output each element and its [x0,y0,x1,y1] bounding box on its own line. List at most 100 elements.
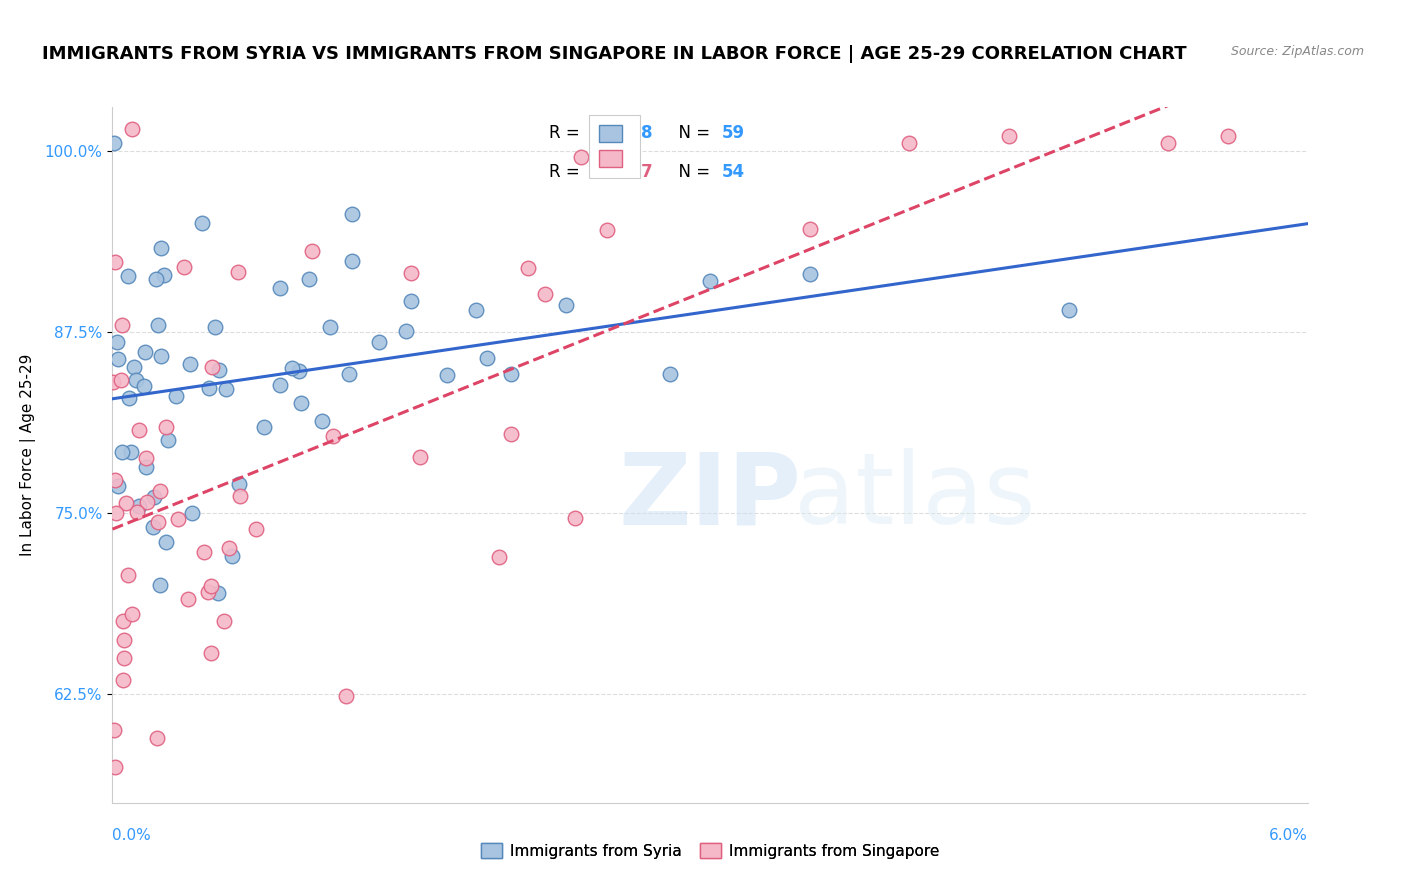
Point [998,128,1021,143]
Point [107,479,129,493]
Point [337,368,360,382]
Text: ZIP: ZIP [619,448,801,545]
Point [103,473,125,487]
Point [149,241,172,255]
Point [136,495,159,509]
Point [122,360,145,375]
Point [134,379,156,393]
Point [117,567,139,582]
Point [409,450,432,464]
Point [401,294,423,309]
Text: Source: ZipAtlas.com: Source: ZipAtlas.com [1230,45,1364,58]
Point [212,614,235,628]
Text: R =: R = [548,124,585,143]
Point [488,549,510,564]
Point [110,373,132,387]
Point [228,476,250,491]
Point [121,607,143,622]
Point [1216,128,1239,143]
Point [335,689,357,703]
Point [146,318,169,332]
Point [173,260,195,275]
Point [155,535,177,549]
Point [128,499,150,513]
Text: IMMIGRANTS FROM SYRIA VS IMMIGRANTS FROM SINGAPORE IN LABOR FORCE | AGE 25-29 CO: IMMIGRANTS FROM SYRIA VS IMMIGRANTS FROM… [42,45,1187,62]
Point [112,614,135,628]
Point [208,363,231,377]
Point [253,419,276,434]
Point [319,319,342,334]
Point [699,274,721,288]
Point [156,434,179,448]
Point [215,382,238,396]
Point [290,396,312,410]
Point [281,361,304,376]
Point [143,490,166,504]
Point [125,505,148,519]
Point [105,506,128,520]
Point [111,318,134,332]
Point [117,269,139,284]
Point [103,723,125,738]
Point [340,207,363,221]
Point [301,244,323,259]
Point [596,223,619,237]
Point [146,516,169,530]
Point [107,352,129,367]
Text: 6.0%: 6.0% [1268,828,1308,843]
Point [799,221,821,235]
Point [104,759,127,773]
Point [269,280,291,294]
Point [118,392,141,406]
Point [112,633,135,648]
Point [499,368,522,382]
Text: 59: 59 [723,124,745,143]
Point [465,303,488,318]
Point [180,506,202,520]
Point [200,578,222,592]
Text: atlas: atlas [793,448,1035,545]
Y-axis label: In Labor Force | Age 25-29: In Labor Force | Age 25-29 [21,354,37,556]
Legend: Immigrants from Syria, Immigrants from Singapore: Immigrants from Syria, Immigrants from S… [475,837,945,864]
Point [1157,136,1180,151]
Point [204,319,226,334]
Point [311,414,333,428]
Point [229,489,252,503]
Point [142,520,165,534]
Point [148,578,170,592]
Point [245,522,267,536]
Point [564,511,586,525]
Text: R =: R = [548,162,585,181]
Point [155,420,177,434]
Point [207,585,229,599]
Point [201,359,224,374]
Point [177,591,200,606]
Point [200,646,222,660]
Point [554,298,576,312]
Point [191,216,214,230]
Point [298,272,321,286]
Text: N =: N = [668,124,716,143]
Point [499,427,522,442]
Point [104,255,127,269]
Point [135,459,157,474]
Point [534,287,557,301]
Point [114,496,136,510]
Point [128,423,150,437]
Point [125,373,148,387]
Point [197,585,219,599]
Point [198,381,221,395]
Point [322,429,344,443]
Point [166,389,188,403]
Point [340,254,363,268]
Point [395,324,418,338]
Text: N =: N = [668,162,716,181]
Point [153,268,176,282]
Point [101,375,124,389]
Point [134,344,156,359]
Point [179,357,201,371]
Point [105,335,128,350]
Point [121,121,143,136]
Point [145,272,167,286]
Point [218,541,240,555]
